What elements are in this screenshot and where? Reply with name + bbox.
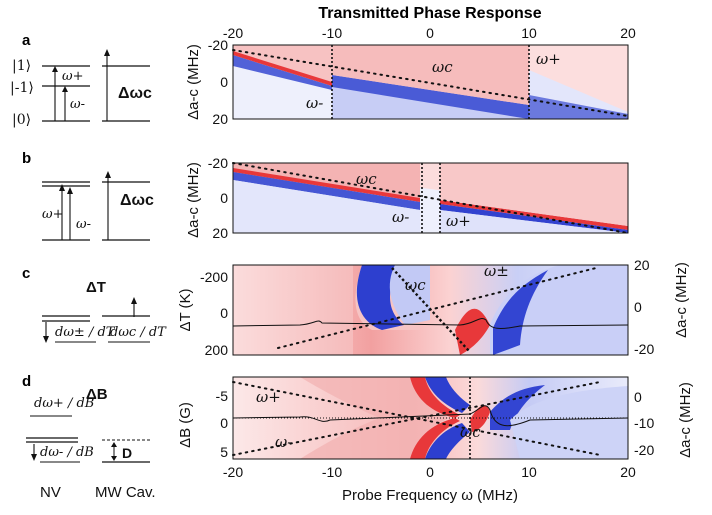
- x-tick: 20: [620, 25, 636, 41]
- omega-c-a: ωc: [432, 58, 453, 76]
- x-tick: -10: [322, 464, 342, 480]
- nv-deriv-c: dω± / dT: [55, 325, 116, 340]
- y-tick: 0: [220, 415, 228, 431]
- cav-label-b: Δωc: [120, 192, 154, 209]
- right-tick: -20: [634, 442, 654, 458]
- omega-plus-label: ω+: [42, 207, 64, 222]
- omega-pm-c: ω±: [484, 262, 509, 280]
- y-axis-label-a: Δa-c (MHz): [185, 44, 202, 120]
- y-tick: 20: [212, 225, 228, 241]
- level-0: |0⟩: [12, 112, 31, 128]
- heatmap-d: [233, 377, 628, 459]
- level-minus1: |-1⟩: [10, 80, 34, 96]
- omega-plus-label: ω+: [62, 69, 84, 84]
- panel-letter-d: d: [22, 373, 31, 390]
- omega-c-d: ωc: [460, 423, 481, 441]
- y-tick: -5: [216, 388, 229, 404]
- y-tick: -20: [208, 155, 228, 171]
- label-nv: NV: [40, 484, 61, 501]
- x-tick: -20: [223, 25, 243, 41]
- panel-c-header: ΔT: [86, 279, 106, 296]
- nv-deriv-diagram-c: dω± / dT dωc / dT: [42, 297, 167, 343]
- panel-letter-b: b: [22, 150, 31, 167]
- omega-minus-d: ω-: [275, 433, 292, 451]
- cav-text-d: D: [122, 445, 132, 461]
- y-tick: 5: [220, 444, 228, 460]
- omega-minus-a: ω-: [306, 94, 323, 112]
- omega-minus-label: ω-: [70, 97, 85, 112]
- y-tick: 200: [205, 342, 229, 358]
- right-axis-label-d: Δa-c (MHz): [677, 382, 694, 458]
- level-1: |1⟩: [12, 58, 31, 74]
- heatmap-a: [233, 45, 628, 119]
- x-tick: 10: [521, 464, 537, 480]
- nv-deriv-top-d: dω+ / dB: [34, 396, 94, 411]
- x-tick: -20: [223, 464, 243, 480]
- omega-minus-b: ω-: [392, 208, 409, 226]
- x-tick: 20: [620, 464, 636, 480]
- panel-letter-c: c: [22, 265, 30, 282]
- right-axis-label-c: Δa-c (MHz): [673, 262, 690, 338]
- y-tick: 0: [220, 190, 228, 206]
- y-axis-label-b: Δa-c (MHz): [185, 162, 202, 238]
- omega-minus-label: ω-: [76, 217, 91, 232]
- cav-deriv-c: dωc / dT: [110, 325, 167, 340]
- y-tick: 0: [220, 74, 228, 90]
- y-tick: 20: [212, 111, 228, 127]
- label-mw-cav: MW Cav.: [95, 484, 156, 501]
- panel-c: c ΔT dω± / dT dωc / dT: [22, 257, 690, 358]
- nv-deriv-bot-d: dω- / dB: [40, 445, 94, 460]
- nv-level-diagram-b: ω+ ω- Δωc: [42, 171, 154, 241]
- y-tick: -20: [208, 37, 228, 53]
- right-tick: -10: [634, 415, 654, 431]
- panel-letter-a: a: [22, 32, 31, 49]
- y-tick: 0: [220, 305, 228, 321]
- right-tick: 0: [634, 389, 642, 405]
- y-axis-label-c: ΔT (K): [177, 288, 194, 331]
- omega-plus-a: ω+: [536, 50, 561, 68]
- right-tick: 0: [634, 299, 642, 315]
- x-tick: -10: [322, 25, 342, 41]
- omega-plus-b: ω+: [446, 212, 471, 230]
- figure-title: Transmitted Phase Response: [318, 5, 541, 22]
- right-tick: -20: [634, 341, 654, 357]
- y-axis-label-d: ΔB (G): [177, 402, 194, 448]
- bottom-x-ticks: -20 -10 0 10 20: [223, 464, 636, 480]
- panel-a: a |1⟩ |-1⟩ |0⟩ ω+ ω- Δωc: [10, 32, 629, 128]
- x-tick: 10: [521, 25, 537, 41]
- x-tick: 0: [426, 25, 434, 41]
- x-tick: 0: [426, 464, 434, 480]
- panel-d-header: ΔB: [86, 386, 108, 403]
- x-axis-label: Probe Frequency ω (MHz): [342, 487, 518, 504]
- right-tick: 20: [634, 257, 650, 273]
- nv-level-diagram-a: |1⟩ |-1⟩ |0⟩ ω+ ω- Δωc: [10, 49, 152, 128]
- top-x-ticks: -20 -10 0 10 20: [223, 25, 636, 41]
- omega-c-b: ωc: [356, 170, 377, 188]
- nv-deriv-diagram-d: dω+ / dB dω- / dB D: [26, 396, 150, 463]
- omega-c-c: ωc: [405, 276, 426, 294]
- omega-plus-d: ω+: [256, 388, 281, 406]
- panel-d: d ΔB dω+ / dB dω- / dB D: [22, 373, 694, 463]
- panel-b: b ω+ ω- Δωc: [22, 150, 629, 241]
- y-tick: -200: [200, 269, 228, 285]
- cav-label-a: Δωc: [118, 85, 152, 102]
